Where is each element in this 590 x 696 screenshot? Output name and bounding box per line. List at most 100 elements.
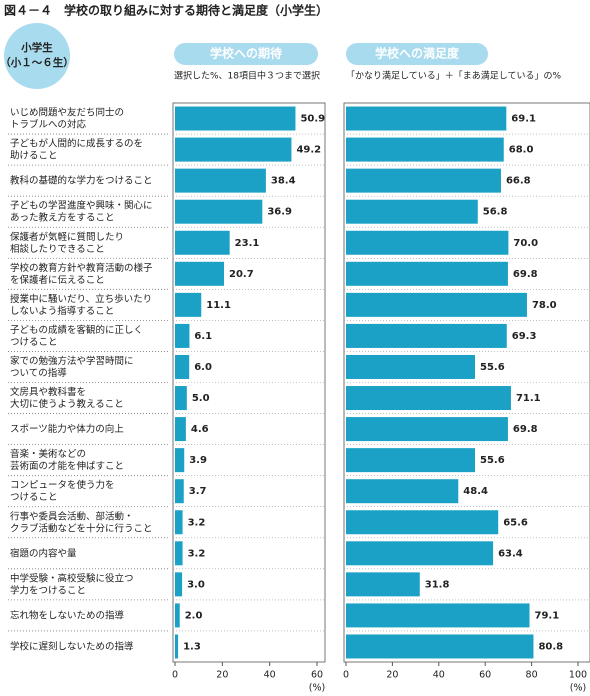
value-label: 68.0 (509, 145, 534, 156)
value-label: 70.0 (513, 238, 538, 249)
badge (4, 23, 70, 89)
x-tick-label: 20 (386, 670, 398, 681)
value-label: 56.8 (483, 207, 508, 218)
panel-header (174, 43, 318, 65)
value-label: 55.6 (480, 362, 505, 373)
bar (346, 106, 507, 131)
value-label: 3.2 (188, 548, 206, 559)
bar (175, 106, 296, 131)
value-label: 6.0 (194, 362, 212, 373)
bar (175, 261, 224, 286)
category-label: 教科の基礎的な学力をつけること (10, 174, 153, 186)
bar (346, 230, 509, 255)
axis-unit: (%) (570, 683, 586, 693)
bar (346, 354, 475, 379)
bar (175, 137, 292, 162)
value-label: 1.3 (183, 641, 201, 652)
category-label: 学校の教育方針や教育活動の様子を保護者に伝えること (10, 261, 153, 285)
bar (175, 572, 183, 597)
value-label: 3.2 (188, 517, 206, 528)
panel-title: 学校への満足度 (375, 46, 460, 61)
bar (346, 261, 508, 286)
value-label: 69.8 (513, 269, 538, 280)
value-label: 6.1 (194, 331, 212, 342)
bar (175, 354, 190, 379)
value-label: 3.0 (187, 579, 205, 590)
bar (346, 292, 527, 317)
value-label: 50.9 (300, 114, 325, 125)
value-label: 69.1 (511, 114, 536, 125)
value-label: 48.4 (463, 486, 488, 497)
bar (346, 137, 504, 162)
value-label: 36.9 (267, 207, 292, 218)
bar (175, 417, 186, 442)
x-tick-label: 20 (216, 670, 228, 681)
bar (175, 168, 266, 193)
value-label: 78.0 (532, 300, 557, 311)
value-label: 63.4 (498, 548, 523, 559)
category-label: 音楽・美術などの芸術面の才能を伸ばすこと (10, 448, 124, 472)
category-label: 保護者が気軽に質問したり相談したりできること (10, 230, 124, 254)
bar (346, 448, 475, 473)
bar (175, 479, 184, 504)
bar (175, 634, 179, 659)
category-label: スポーツ能力や体力の向上 (10, 423, 124, 435)
category-label: いじめ問題や友だち同士のトラブルへの対応 (10, 106, 124, 130)
bar (346, 603, 530, 628)
bar (346, 479, 459, 504)
value-label: 80.8 (538, 641, 563, 652)
category-label: 忘れ物をしないための指導 (10, 609, 125, 621)
bar (175, 199, 263, 224)
x-tick-label: 0 (343, 670, 349, 681)
category-label: 学校に遅刻しないための指導 (10, 640, 134, 652)
bar (346, 323, 507, 348)
value-label: 55.6 (480, 455, 505, 466)
bar (346, 386, 511, 411)
x-tick-label: 40 (264, 670, 276, 681)
bar (175, 386, 187, 411)
bar (346, 541, 494, 566)
value-label: 69.3 (512, 331, 537, 342)
category-label: 授業中に騒いだり、立ち歩いたりしないよう指導すること (10, 292, 152, 316)
value-label: 69.8 (513, 424, 538, 435)
bar (346, 417, 508, 442)
value-label: 3.7 (189, 486, 207, 497)
category-label: 中学受験・高校受験に役立つ学力をつけること (10, 572, 134, 596)
value-label: 65.6 (503, 517, 528, 528)
value-label: 2.0 (185, 610, 203, 621)
bar (346, 634, 534, 659)
value-label: 23.1 (235, 238, 260, 249)
category-label: 子どもが人間的に成長するのを助けること (10, 137, 143, 161)
panel-subtitle: 「かなり満足している」＋「まあ満足している」の% (346, 71, 561, 82)
bar (175, 510, 183, 535)
badge-text: 小学生 (20, 41, 53, 54)
bar (175, 230, 230, 255)
bar (175, 292, 202, 317)
value-label: 66.8 (506, 176, 531, 187)
bar (175, 603, 180, 628)
bar (346, 199, 478, 224)
panel-subtitle: 選択した%、18項目中３つまで選択 (174, 70, 320, 82)
bar (346, 510, 499, 535)
panel-header (346, 43, 488, 65)
value-label: 3.9 (189, 455, 207, 466)
axis-unit: (%) (309, 683, 325, 693)
x-tick-label: 60 (479, 670, 491, 681)
badge-text: （小１～６生） (0, 56, 74, 69)
bar (346, 572, 420, 597)
value-label: 20.7 (229, 269, 254, 280)
x-tick-label: 80 (526, 670, 538, 681)
value-label: 71.1 (516, 393, 541, 404)
chart-title: 図４－４ 学校の取り組みに対する期待と満足度（小学生） (4, 3, 328, 18)
category-label: 文房具や教科書を大切に使うよう教えること (10, 386, 124, 410)
x-tick-label: 40 (433, 670, 445, 681)
category-label: コンピュータを使う力をつけること (10, 479, 115, 503)
bar (175, 448, 185, 473)
bar (175, 541, 183, 566)
value-label: 11.1 (206, 300, 231, 311)
value-label: 31.8 (425, 579, 450, 590)
bar (175, 323, 190, 348)
x-tick-label: 0 (172, 670, 178, 681)
value-label: 4.6 (191, 424, 209, 435)
